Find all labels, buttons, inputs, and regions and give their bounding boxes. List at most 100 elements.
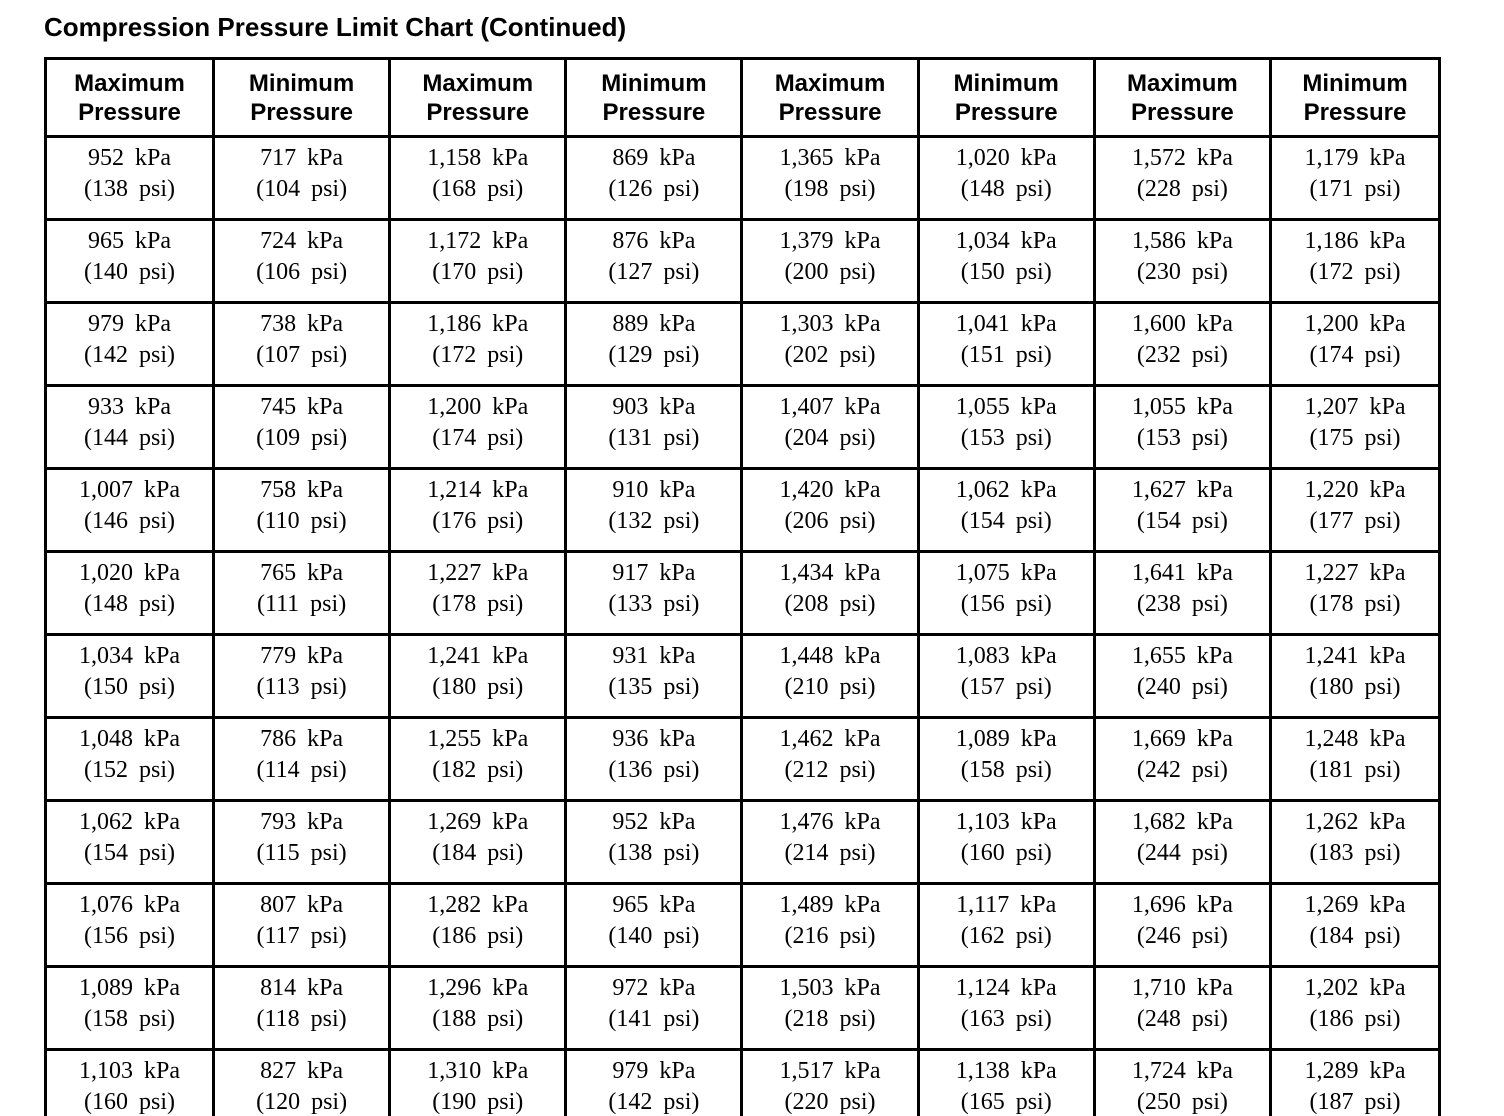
pressure-cell-line: 1,420 kPa bbox=[779, 477, 881, 503]
pressure-cell-line: 1,248 kPa bbox=[1304, 726, 1406, 752]
pressure-cell: 738 kPa (107 psi) bbox=[211, 301, 392, 387]
pressure-cell: 1,289 kPa (187 psi) bbox=[1269, 1048, 1441, 1116]
table-row: 1,076 kPa (156 psi) 807 kPa (117 psi) 1,282 … bbox=[44, 882, 1441, 968]
pressure-cell: 972 kPa (141 psi) bbox=[564, 965, 744, 1051]
pressure-cell: 889 kPa (129 psi) bbox=[564, 301, 744, 387]
pressure-cell-line: (140 psi) bbox=[84, 259, 175, 285]
pressure-cell-line: 1,186 kPa bbox=[427, 311, 529, 337]
pressure-cell: 1,407 kPa (204 psi) bbox=[740, 384, 920, 470]
pressure-cell-line: (157 psi) bbox=[960, 674, 1052, 700]
table-row: 1,020 kPa (148 psi) 765 kPa (111 psi) 1,227 … bbox=[44, 550, 1441, 636]
pressure-cell-line: (172 psi) bbox=[1309, 259, 1401, 285]
header-line: Minimum bbox=[601, 69, 707, 97]
pressure-cell-line: (186 psi) bbox=[432, 923, 524, 949]
pressure-cell: 1,696 kPa (246 psi) bbox=[1092, 882, 1273, 968]
pressure-cell-line: (142 psi) bbox=[608, 1089, 700, 1115]
pressure-cell-line: 889 kPa bbox=[612, 311, 696, 337]
pressure-cell-line: (104 psi) bbox=[256, 176, 348, 202]
pressure-cell: 1,296 kPa (188 psi) bbox=[388, 965, 568, 1051]
table-row: 952 kPa (138 psi) 717 kPa (104 psi) 1,158 kP… bbox=[44, 135, 1441, 221]
table-head: Maximum Pressure Minimum Pressure Maximum Pre… bbox=[44, 57, 1441, 138]
table-header-row: Maximum Pressure Minimum Pressure Maximum Pre… bbox=[44, 57, 1441, 138]
pressure-cell-line: (110 psi) bbox=[256, 508, 347, 534]
pressure-cell-line: (136 psi) bbox=[608, 757, 700, 783]
pressure-cell: 1,048 kPa (152 psi) bbox=[44, 716, 215, 802]
pressure-cell-line: 807 kPa bbox=[260, 892, 344, 918]
pressure-cell: 1,220 kPa (177 psi) bbox=[1269, 467, 1441, 553]
pressure-cell: 1,179 kPa (171 psi) bbox=[1269, 135, 1441, 221]
pressure-cell-line: (248 psi) bbox=[1136, 1006, 1228, 1032]
pressure-cell-line: (132 psi) bbox=[608, 508, 700, 534]
header-line: Pressure bbox=[250, 98, 353, 126]
pressure-cell-line: (172 psi) bbox=[432, 342, 524, 368]
pressure-cell-line: (178 psi) bbox=[432, 591, 524, 617]
pressure-cell-line: (171 psi) bbox=[1309, 176, 1401, 202]
pressure-cell-line: (181 psi) bbox=[1309, 757, 1401, 783]
pressure-cell-line: 779 kPa bbox=[260, 643, 344, 669]
pressure-cell: 807 kPa (117 psi) bbox=[211, 882, 392, 968]
pressure-cell-line: (186 psi) bbox=[1309, 1006, 1401, 1032]
pressure-cell: 1,365 kPa (198 psi) bbox=[740, 135, 920, 221]
pressure-cell-line: (163 psi) bbox=[960, 1006, 1052, 1032]
pressure-cell-line: (178 psi) bbox=[1309, 591, 1401, 617]
pressure-cell: 1,089 kPa (158 psi) bbox=[916, 716, 1096, 802]
pressure-cell-line: (152 psi) bbox=[84, 757, 175, 783]
header-cell: Minimum Pressure bbox=[211, 57, 392, 138]
pressure-cell-line: 1,448 kPa bbox=[779, 643, 881, 669]
pressure-cell-line: (240 psi) bbox=[1136, 674, 1228, 700]
pressure-cell-line: (170 psi) bbox=[432, 259, 524, 285]
pressure-cell-line: (114 psi) bbox=[256, 757, 347, 783]
pressure-cell-line: 1,407 kPa bbox=[779, 394, 881, 420]
pressure-cell: 1,248 kPa (181 psi) bbox=[1269, 716, 1441, 802]
pressure-cell-line: (106 psi) bbox=[256, 259, 348, 285]
pressure-cell-line: 952 kPa bbox=[88, 145, 171, 171]
table-row: 1,089 kPa (158 psi) 814 kPa (118 psi) 1,296 … bbox=[44, 965, 1441, 1051]
pressure-cell: 1,034 kPa (150 psi) bbox=[44, 633, 215, 719]
pressure-cell: 814 kPa (118 psi) bbox=[211, 965, 392, 1051]
pressure-cell-line: 1,089 kPa bbox=[955, 726, 1057, 752]
pressure-cell-line: 1,365 kPa bbox=[779, 145, 881, 171]
pressure-cell-line: 1,103 kPa bbox=[79, 1058, 180, 1084]
pressure-cell-line: (242 psi) bbox=[1136, 757, 1228, 783]
pressure-cell: 1,641 kPa (238 psi) bbox=[1092, 550, 1273, 636]
pressure-cell-line: 1,476 kPa bbox=[779, 809, 881, 835]
pressure-cell: 1,020 kPa (148 psi) bbox=[44, 550, 215, 636]
pressure-cell-line: (126 psi) bbox=[608, 176, 700, 202]
header-line: Pressure bbox=[778, 98, 882, 126]
pressure-cell-line: (131 psi) bbox=[608, 425, 700, 451]
pressure-cell-line: 1,517 kPa bbox=[779, 1058, 881, 1084]
pressure-cell: 979 kPa (142 psi) bbox=[44, 301, 215, 387]
pressure-cell: 910 kPa (132 psi) bbox=[564, 467, 744, 553]
pressure-cell-line: (142 psi) bbox=[84, 342, 175, 368]
pressure-cell-line: (208 psi) bbox=[784, 591, 876, 617]
pressure-cell-line: 1,138 kPa bbox=[955, 1058, 1057, 1084]
pressure-cell-line: 1,489 kPa bbox=[779, 892, 881, 918]
table-row: 979 kPa (142 psi) 738 kPa (107 psi) 1,186 kP… bbox=[44, 301, 1441, 387]
pressure-cell-line: 1,655 kPa bbox=[1131, 643, 1233, 669]
pressure-cell-line: (174 psi) bbox=[1309, 342, 1401, 368]
pressure-cell-line: 1,600 kPa bbox=[1131, 311, 1233, 337]
pressure-cell: 1,448 kPa (210 psi) bbox=[740, 633, 920, 719]
pressure-cell: 1,262 kPa (183 psi) bbox=[1269, 799, 1441, 885]
pressure-cell-line: 1,682 kPa bbox=[1131, 809, 1233, 835]
pressure-cell: 1,282 kPa (186 psi) bbox=[388, 882, 568, 968]
header-cell: Minimum Pressure bbox=[1269, 57, 1441, 138]
pressure-cell: 1,227 kPa (178 psi) bbox=[1269, 550, 1441, 636]
pressure-cell-line: 1,434 kPa bbox=[779, 560, 881, 586]
header-line: Pressure bbox=[1131, 98, 1234, 126]
pressure-cell: 1,682 kPa (244 psi) bbox=[1092, 799, 1273, 885]
pressure-cell-line: (244 psi) bbox=[1136, 840, 1228, 866]
table-row: 1,103 kPa (160 psi) 827 kPa (120 psi) 1,310 … bbox=[44, 1048, 1441, 1116]
pressure-cell-line: (118 psi) bbox=[256, 1006, 347, 1032]
pressure-cell-line: (184 psi) bbox=[432, 840, 524, 866]
pressure-cell-line: (183 psi) bbox=[1309, 840, 1401, 866]
pressure-cell: 1,055 kPa (153 psi) bbox=[916, 384, 1096, 470]
pressure-cell: 1,138 kPa (165 psi) bbox=[916, 1048, 1096, 1116]
pressure-cell: 1,062 kPa (154 psi) bbox=[916, 467, 1096, 553]
header-line: Maximum bbox=[774, 69, 886, 97]
pressure-cell-line: 1,627 kPa bbox=[1131, 477, 1233, 503]
pressure-cell: 1,172 kPa (170 psi) bbox=[388, 218, 568, 304]
pressure-cell-line: 1,269 kPa bbox=[1304, 892, 1406, 918]
header-line: Pressure bbox=[78, 98, 181, 126]
